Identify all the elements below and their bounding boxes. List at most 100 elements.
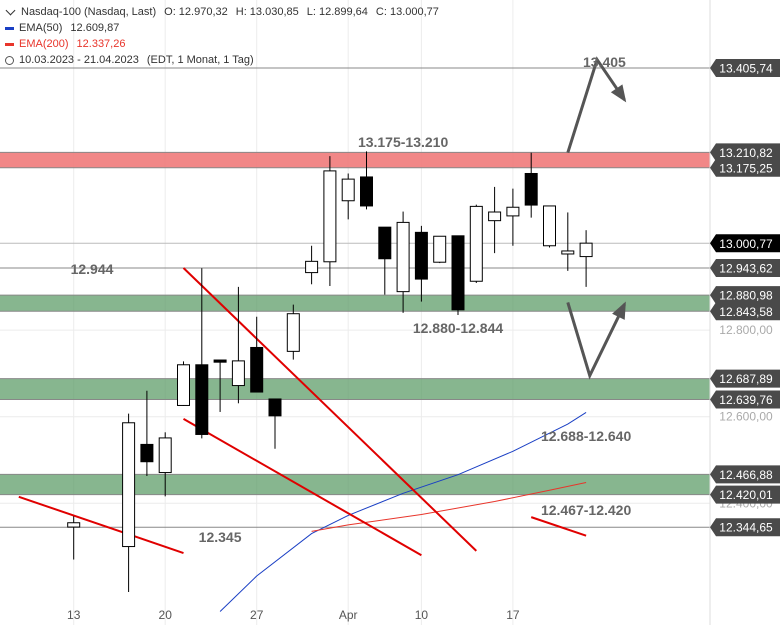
x-tick-label: 20 xyxy=(159,608,173,622)
support-zone xyxy=(0,474,710,495)
candle xyxy=(268,398,282,449)
candle xyxy=(414,225,428,302)
candle xyxy=(433,235,447,264)
level-annotation: 13.405 xyxy=(583,54,626,70)
ema200-swatch xyxy=(5,42,14,46)
price-tag-label: 13.210,82 xyxy=(719,146,773,160)
plot-area: 13.175-13.210 12.880-12.844 12.688-12.640 1… xyxy=(0,0,710,625)
date-range: 10.03.2023 - 21.04.2023 xyxy=(19,54,139,66)
trendline xyxy=(182,267,477,552)
y-tick-label: 12.600,00 xyxy=(719,410,773,424)
candle-body-up xyxy=(579,242,593,258)
candle-body-up xyxy=(158,437,172,474)
candle-body-up xyxy=(488,211,502,222)
arrow-head xyxy=(610,84,627,103)
ohlc-low: L: 12.899,64 xyxy=(306,6,368,18)
chevron-down-icon[interactable] xyxy=(5,5,16,16)
ema50-line xyxy=(219,411,587,612)
candle xyxy=(451,235,465,316)
ohlc-open: O: 12.970,32 xyxy=(164,6,228,18)
resistance-zone xyxy=(0,152,710,168)
zone-label: 12.880-12.844 xyxy=(413,320,504,336)
candle xyxy=(286,304,300,360)
support-zone xyxy=(0,378,710,400)
legend-range-row: 10.03.2023 - 21.04.2023 (EDT, 1 Monat, 1… xyxy=(5,52,439,68)
price-tag-label: 12.943,62 xyxy=(719,262,773,276)
candle xyxy=(250,316,264,393)
price-tag: 12.943,62 xyxy=(710,259,780,277)
x-tick-label: 27 xyxy=(250,608,264,622)
price-tag-label: 12.639,76 xyxy=(719,393,773,407)
price-tag-label: 12.880,98 xyxy=(719,289,773,303)
candle xyxy=(579,230,593,287)
trendline xyxy=(18,495,184,554)
candle-body-up xyxy=(506,206,520,217)
candle-body-up xyxy=(231,360,245,387)
candle-body-up xyxy=(341,178,355,202)
ohlc-close: C: 13.000,77 xyxy=(375,6,439,18)
price-tag: 12.687,89 xyxy=(710,369,780,388)
price-tag-bg xyxy=(710,485,780,504)
candle-body-up xyxy=(469,205,483,282)
range-info: (EDT, 1 Monat, 1 Tag) xyxy=(146,54,254,66)
candle xyxy=(140,390,154,477)
price-tag: 12.639,76 xyxy=(710,390,780,409)
price-tag: 12.420,01 xyxy=(710,485,780,504)
candle xyxy=(195,268,209,439)
chart-legend: Nasdaq-100 (Nasdaq, Last) O: 12.970,32 H… xyxy=(5,4,439,68)
ema50-value: 12.609,87 xyxy=(70,22,120,34)
trendline xyxy=(183,418,422,557)
price-axis: 12.400,0012.600,0012.800,0013.405,7413.2… xyxy=(709,0,780,625)
price-tag-label: 12.344,65 xyxy=(719,521,773,535)
price-tag-bg xyxy=(710,302,780,321)
candle-body-down xyxy=(213,359,227,363)
legend-ema200-row[interactable]: EMA(200) 12.337,26 xyxy=(5,36,439,52)
candle xyxy=(158,432,172,497)
candle-body-up xyxy=(305,260,319,274)
candle-body-down xyxy=(250,346,264,393)
legend-title-row[interactable]: Nasdaq-100 (Nasdaq, Last) O: 12.970,32 H… xyxy=(5,4,439,20)
support-zone xyxy=(0,295,710,312)
price-tag-bg xyxy=(710,369,780,388)
x-tick-label: 17 xyxy=(506,608,520,622)
legend-ema50-row[interactable]: EMA(50) 12.609,87 xyxy=(5,20,439,36)
price-tag-bg xyxy=(710,234,780,253)
instrument-title: Nasdaq-100 (Nasdaq, Last) xyxy=(21,6,157,18)
candle xyxy=(543,205,556,248)
price-tag-bg xyxy=(710,390,780,409)
price-tag-label: 12.687,89 xyxy=(719,372,773,386)
current-price-tag: 13.000,77 xyxy=(710,234,780,253)
zone-label: 12.467-12.420 xyxy=(541,502,632,518)
candle-body-up xyxy=(543,205,556,247)
price-tag: 13.210,82 xyxy=(710,143,780,162)
candle-body-up xyxy=(67,522,81,528)
candle xyxy=(213,359,227,412)
price-tag: 12.466,88 xyxy=(710,465,780,484)
zone-label: 13.175-13.210 xyxy=(358,134,449,150)
clock-icon xyxy=(5,55,14,65)
price-tag-bg xyxy=(710,143,780,162)
candle xyxy=(488,186,502,254)
candle xyxy=(122,413,136,592)
forecast-arrow xyxy=(566,56,627,154)
candle-body-up xyxy=(286,313,300,352)
candle-body-down xyxy=(140,443,154,463)
candle xyxy=(506,188,520,246)
forecast-arrow xyxy=(566,301,626,380)
x-tick-label: Apr xyxy=(339,608,358,622)
price-tag: 13.175,25 xyxy=(710,158,780,177)
zone-label: 12.688-12.640 xyxy=(541,428,632,444)
price-tag: 12.880,98 xyxy=(710,286,780,305)
candle-body-down xyxy=(268,398,282,417)
price-tag: 12.344,65 xyxy=(710,518,780,537)
arrow-path xyxy=(566,56,626,154)
candle xyxy=(341,173,355,220)
y-tick-label: 12.800,00 xyxy=(719,323,773,337)
level-annotation: 12.944 xyxy=(71,261,114,277)
ema200-value: 12.337,26 xyxy=(76,38,126,50)
price-tag-bg xyxy=(710,158,780,177)
candle-body-down xyxy=(451,235,465,311)
candle xyxy=(396,211,410,313)
